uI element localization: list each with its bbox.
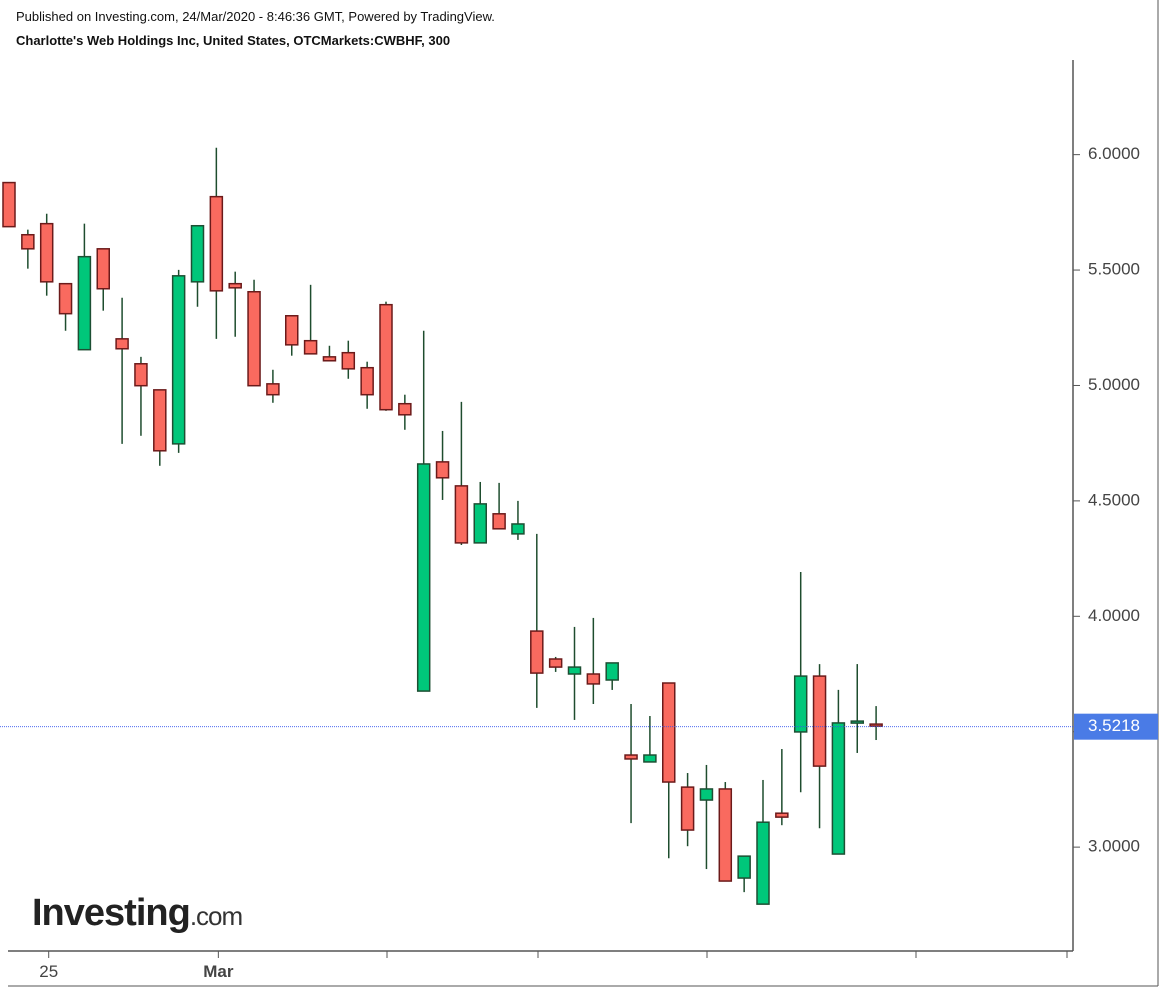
x-ticks	[386, 951, 1068, 958]
candle-body	[96, 248, 110, 290]
candle-body	[153, 389, 167, 452]
candle-body	[850, 720, 864, 724]
candle-body	[322, 356, 337, 362]
candle-body	[2, 181, 16, 228]
y-tick-label: 5.5000	[1088, 260, 1140, 279]
logo: Investing.com	[32, 892, 242, 934]
candle-body	[793, 675, 808, 733]
candle-body	[869, 723, 883, 727]
candle-body	[398, 402, 412, 416]
candle-body	[134, 363, 148, 387]
x-tick-label: Mar	[203, 962, 234, 981]
subtitle: Published on Investing.com, 24/Mar/2020 …	[16, 9, 495, 24]
candle-body	[586, 673, 601, 685]
candle-body	[303, 339, 318, 355]
candle-body	[643, 754, 657, 763]
candle-body	[21, 233, 35, 250]
candle-body	[699, 788, 714, 801]
candle-body	[115, 338, 129, 350]
title: Charlotte's Web Holdings Inc, United Sta…	[16, 33, 450, 48]
y-tick-label: 5.0000	[1088, 375, 1140, 394]
candle-body	[190, 224, 205, 283]
candle-body	[605, 662, 619, 681]
candle-body	[548, 658, 563, 668]
candle-body	[266, 383, 280, 396]
candle-body	[341, 351, 356, 370]
x-tick-label: 25	[39, 962, 58, 981]
candle-body	[228, 282, 242, 289]
candle-body	[718, 788, 733, 882]
candle-body	[680, 786, 695, 831]
y-tick-label: 3.0000	[1088, 837, 1140, 856]
candle-body	[435, 461, 450, 479]
candle-body	[530, 630, 544, 674]
candle-body	[416, 463, 431, 692]
candle-body	[360, 366, 374, 396]
candle-body	[58, 282, 73, 315]
candle-body	[209, 195, 224, 292]
last-price-label: 3.5218	[1088, 716, 1140, 735]
candle-body	[473, 503, 487, 544]
candle-body	[285, 315, 299, 346]
candle-body	[831, 722, 846, 855]
candle-body	[492, 513, 506, 530]
y-tick-label: 4.0000	[1088, 606, 1140, 625]
candle-body	[247, 291, 261, 387]
logo-brand: Investing	[32, 892, 190, 934]
candle-body	[624, 754, 638, 760]
candle-body	[39, 222, 54, 283]
y-tick-label: 6.0000	[1088, 144, 1140, 163]
candle-body	[454, 485, 469, 544]
candle-body	[379, 303, 393, 411]
candle-body	[77, 255, 92, 351]
logo-suffix: .com	[190, 901, 242, 931]
candle-body	[171, 275, 186, 445]
candle-body	[812, 675, 827, 767]
candle-body	[756, 821, 770, 905]
candle-body	[662, 682, 676, 783]
candle-body	[737, 855, 751, 879]
y-tick-label: 4.5000	[1088, 490, 1140, 509]
candle-body	[511, 523, 525, 535]
candle-body	[775, 812, 789, 818]
last-price-box	[1074, 713, 1158, 740]
candle-body	[567, 666, 582, 675]
